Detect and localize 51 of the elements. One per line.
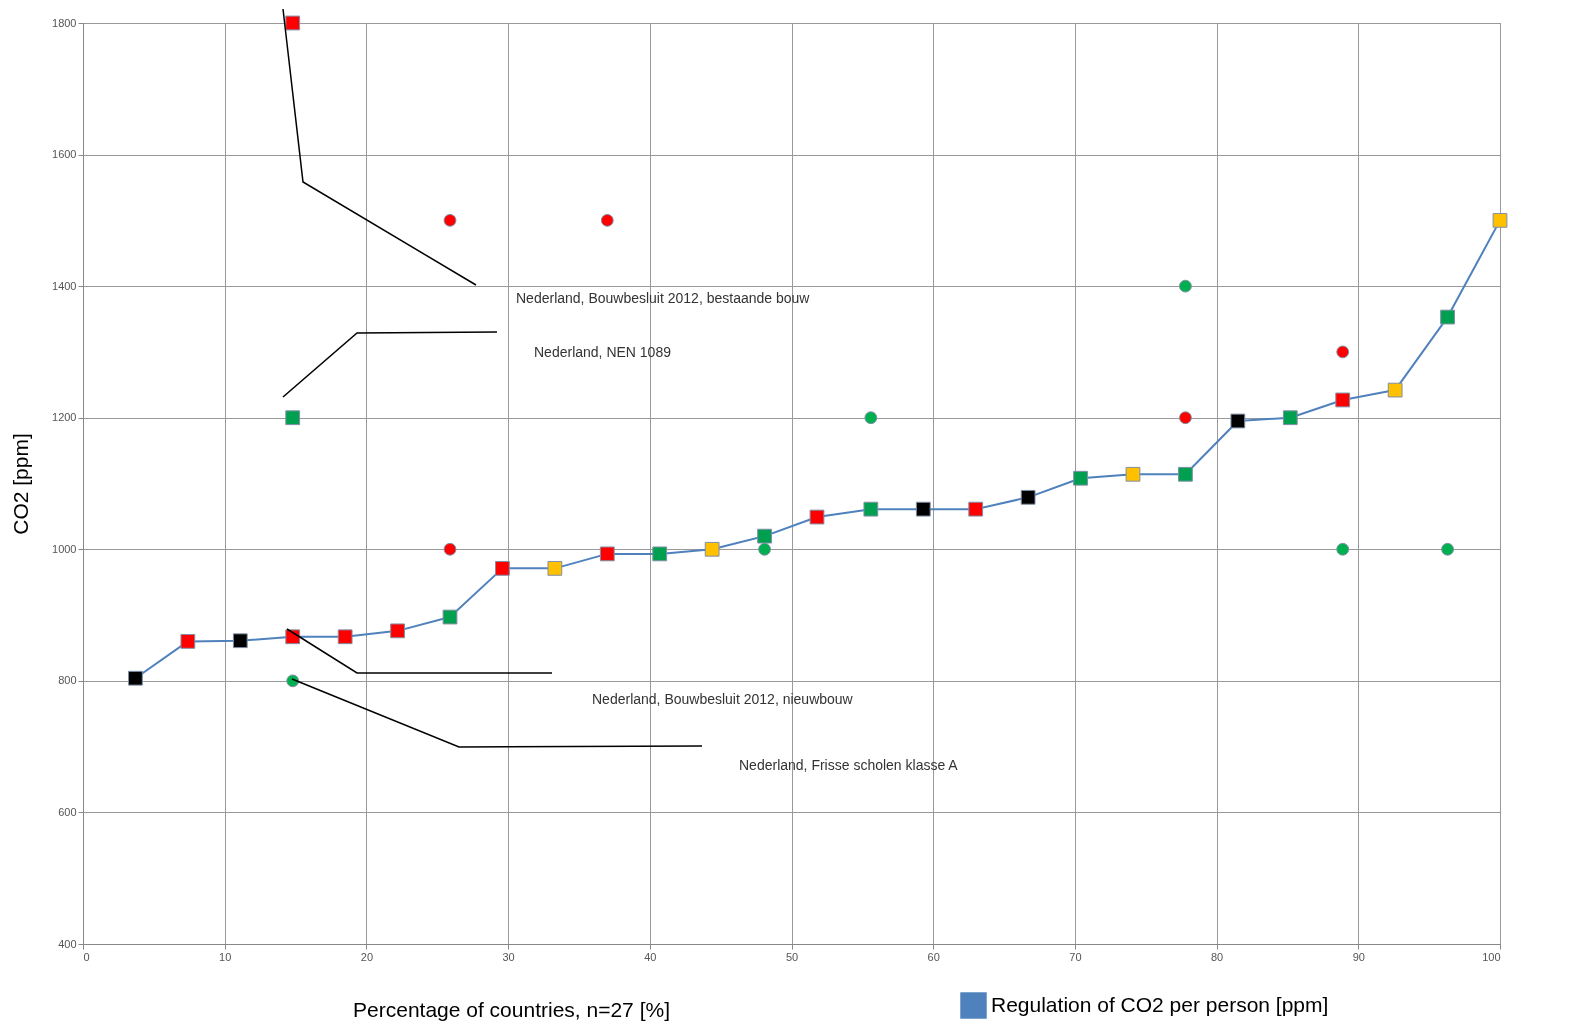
x-tick-label: 100 [1482, 950, 1501, 963]
y-tick-label: 800 [58, 674, 77, 687]
point [232, 633, 248, 649]
x-tick-label: 60 [927, 950, 940, 963]
point [337, 629, 353, 645]
point [1335, 392, 1351, 408]
legend-label: Regulation of CO2 per person [ppm] [991, 992, 1329, 1016]
y-tick-label: 1400 [52, 279, 77, 292]
point [180, 633, 196, 649]
y-tick-label: 1200 [52, 411, 77, 424]
x-tick-label: 90 [1352, 950, 1365, 963]
y-tick-label: 1000 [52, 542, 77, 555]
y-axis-title: CO2 [ppm] [9, 433, 33, 535]
point [809, 509, 825, 525]
x-tick-label: 50 [785, 950, 799, 963]
point [1230, 413, 1246, 429]
point [1179, 279, 1192, 293]
point [390, 623, 405, 639]
x-tick-label: 30 [502, 950, 515, 963]
x-tick-label: 80 [1210, 950, 1224, 963]
point [864, 411, 878, 425]
annotation: Nederland, NEN 1089 [534, 344, 672, 360]
point [286, 674, 300, 688]
point [968, 501, 984, 517]
annotation: Nederland, Bouwbesluit 2012, nieuwbouw [592, 691, 854, 707]
point [547, 560, 563, 576]
annotation: Nederland, Frisse scholen klasse A [739, 757, 959, 773]
y-tick-label: 1800 [52, 16, 77, 29]
x-tick-label: 70 [1069, 950, 1082, 963]
point [128, 670, 143, 686]
x-tick-label: 0 [83, 950, 90, 963]
point [495, 560, 510, 576]
y-tick-label: 600 [58, 805, 77, 818]
x-tick-label: 10 [219, 950, 232, 963]
y-tick-label: 1600 [52, 148, 77, 161]
x-axis-title: Percentage of countries, n=27 [%] [353, 997, 670, 1021]
point [758, 542, 771, 556]
x-tick-label: 40 [644, 950, 657, 963]
point [1125, 466, 1141, 482]
point [915, 501, 931, 517]
point [1492, 212, 1508, 228]
annotation: Nederland, Bouwbesluit 2012, bestaande bouw [516, 290, 811, 306]
point [1441, 542, 1454, 556]
x-tick-label: 20 [360, 950, 374, 963]
point [1387, 382, 1403, 398]
point [1020, 489, 1036, 505]
y-tick-label: 400 [58, 937, 77, 950]
point [599, 546, 615, 562]
point [285, 410, 301, 426]
point [704, 541, 720, 557]
point [1336, 542, 1350, 556]
